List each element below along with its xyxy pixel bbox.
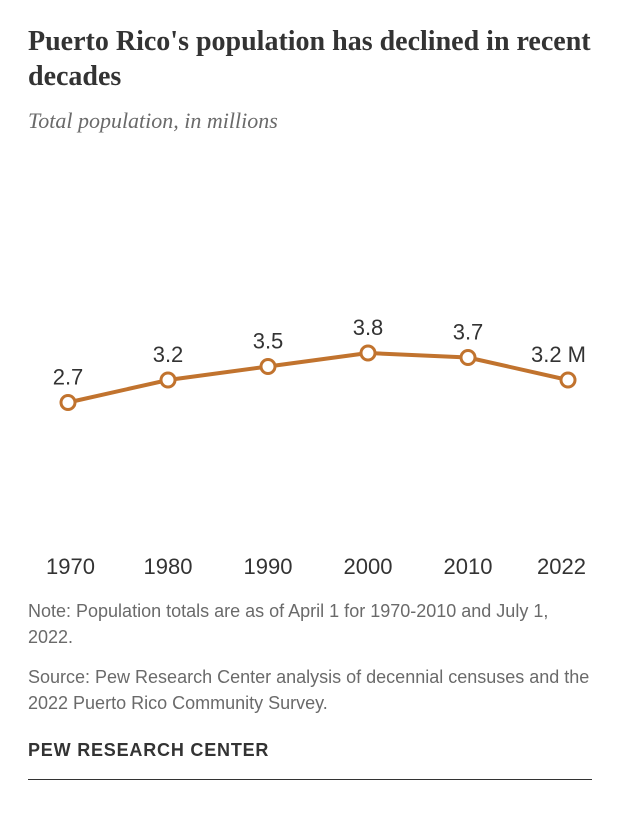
value-label: 3.5 xyxy=(253,329,284,354)
x-axis-label: 2010 xyxy=(444,554,493,579)
x-axis-label: 2022 xyxy=(537,554,586,579)
x-axis-label: 1990 xyxy=(244,554,293,579)
value-label: 3.2 M xyxy=(531,342,586,367)
chart-area: 2.7 3.2 3.5 3.8 3.7 3.2 M 1970 1980 1990 2000 2010… xyxy=(28,144,588,584)
line-chart-svg: 2.7 3.2 3.5 3.8 3.7 3.2 M 1970 1980 1990 2000 2010… xyxy=(28,144,588,584)
chart-source: Source: Pew Research Center analysis of … xyxy=(28,664,592,716)
value-label: 2.7 xyxy=(53,365,84,390)
data-marker xyxy=(61,396,75,410)
data-marker xyxy=(461,351,475,365)
data-marker xyxy=(361,346,375,360)
data-marker xyxy=(161,373,175,387)
data-marker xyxy=(561,373,575,387)
x-axis-label: 1970 xyxy=(46,554,95,579)
x-axis-label: 2000 xyxy=(344,554,393,579)
data-marker xyxy=(261,360,275,374)
chart-note: Note: Population totals are as of April … xyxy=(28,598,592,650)
value-label: 3.2 xyxy=(153,342,184,367)
bottom-rule xyxy=(28,779,592,780)
chart-title: Puerto Rico's population has declined in… xyxy=(28,24,592,94)
x-axis-label: 1980 xyxy=(144,554,193,579)
chart-subtitle: Total population, in millions xyxy=(28,108,592,134)
chart-card: Puerto Rico's population has declined in… xyxy=(0,0,620,800)
value-label: 3.7 xyxy=(453,320,484,345)
series-line xyxy=(68,353,568,403)
brand-label: PEW RESEARCH CENTER xyxy=(28,740,592,761)
value-label: 3.8 xyxy=(353,315,384,340)
